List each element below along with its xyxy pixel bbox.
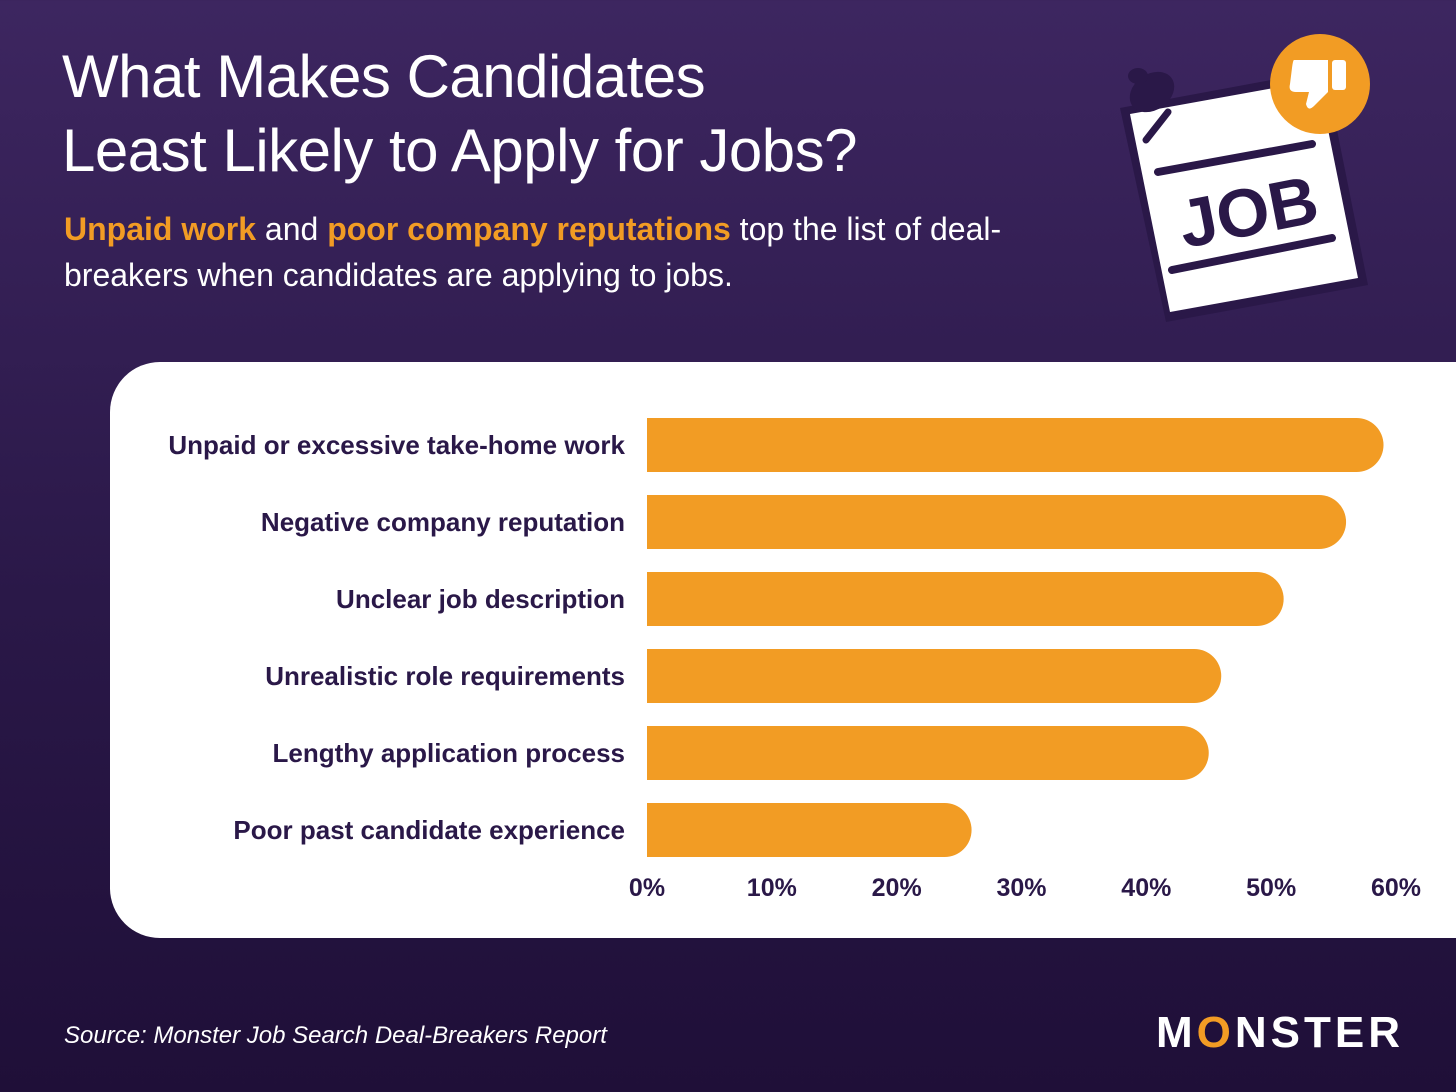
x-axis-tick-label: 0% [629,874,665,902]
chart-card: Unpaid or excessive take-home work Negati… [110,362,1456,938]
bar-category-label: Lengthy application process [272,738,625,768]
bar-category-label: Unclear job description [336,584,625,614]
x-axis-tick-label: 20% [872,874,922,902]
logo-text-o: O [1196,1008,1235,1057]
subtitle-text-2: top the list of deal-breakers when candi… [64,211,1002,293]
subtitle-highlight-reputation: poor company reputations [327,211,731,247]
bar-chart: Unpaid or excessive take-home work Negati… [168,418,1421,902]
title-line-1: What Makes Candidates [62,43,706,110]
x-axis-tick-label: 50% [1246,874,1296,902]
pushpin-icon [1128,68,1175,144]
bar-category-label: Negative company reputation [261,507,625,537]
bar [647,726,1209,780]
logo-text-rest: NSTER [1234,1008,1405,1057]
chart-title: What Makes Candidates Least Likely to Ap… [62,40,1062,188]
bar [647,649,1222,703]
bar [647,418,1384,472]
logo-text-m: M [1156,1008,1197,1057]
x-axis-tick-label: 60% [1371,874,1421,902]
bar-category-label: Unpaid or excessive take-home work [168,430,625,460]
job-sign: JOB [1120,70,1368,322]
bar-category-label: Unrealistic role requirements [265,661,625,691]
chart-subtitle: Unpaid work and poor company reputations… [64,206,1064,298]
bar [647,572,1284,626]
bar-category-label: Poor past candidate experience [233,815,625,845]
subtitle-highlight-unpaid: Unpaid work [64,211,257,247]
title-line-2: Least Likely to Apply for Jobs? [62,117,857,184]
x-axis-tick-label: 40% [1121,874,1171,902]
x-axis-tick-label: 10% [747,874,797,902]
bar [647,495,1347,549]
job-sign-graphic: JOB [1120,34,1370,322]
thumbs-down-icon [1270,34,1370,134]
bar [647,803,972,857]
source-note: Source: Monster Job Search Deal-Breakers… [64,1022,607,1049]
monster-logo: MONSTER [1156,1008,1404,1058]
subtitle-text-1: and [256,211,328,247]
x-axis-tick-label: 30% [996,874,1046,902]
